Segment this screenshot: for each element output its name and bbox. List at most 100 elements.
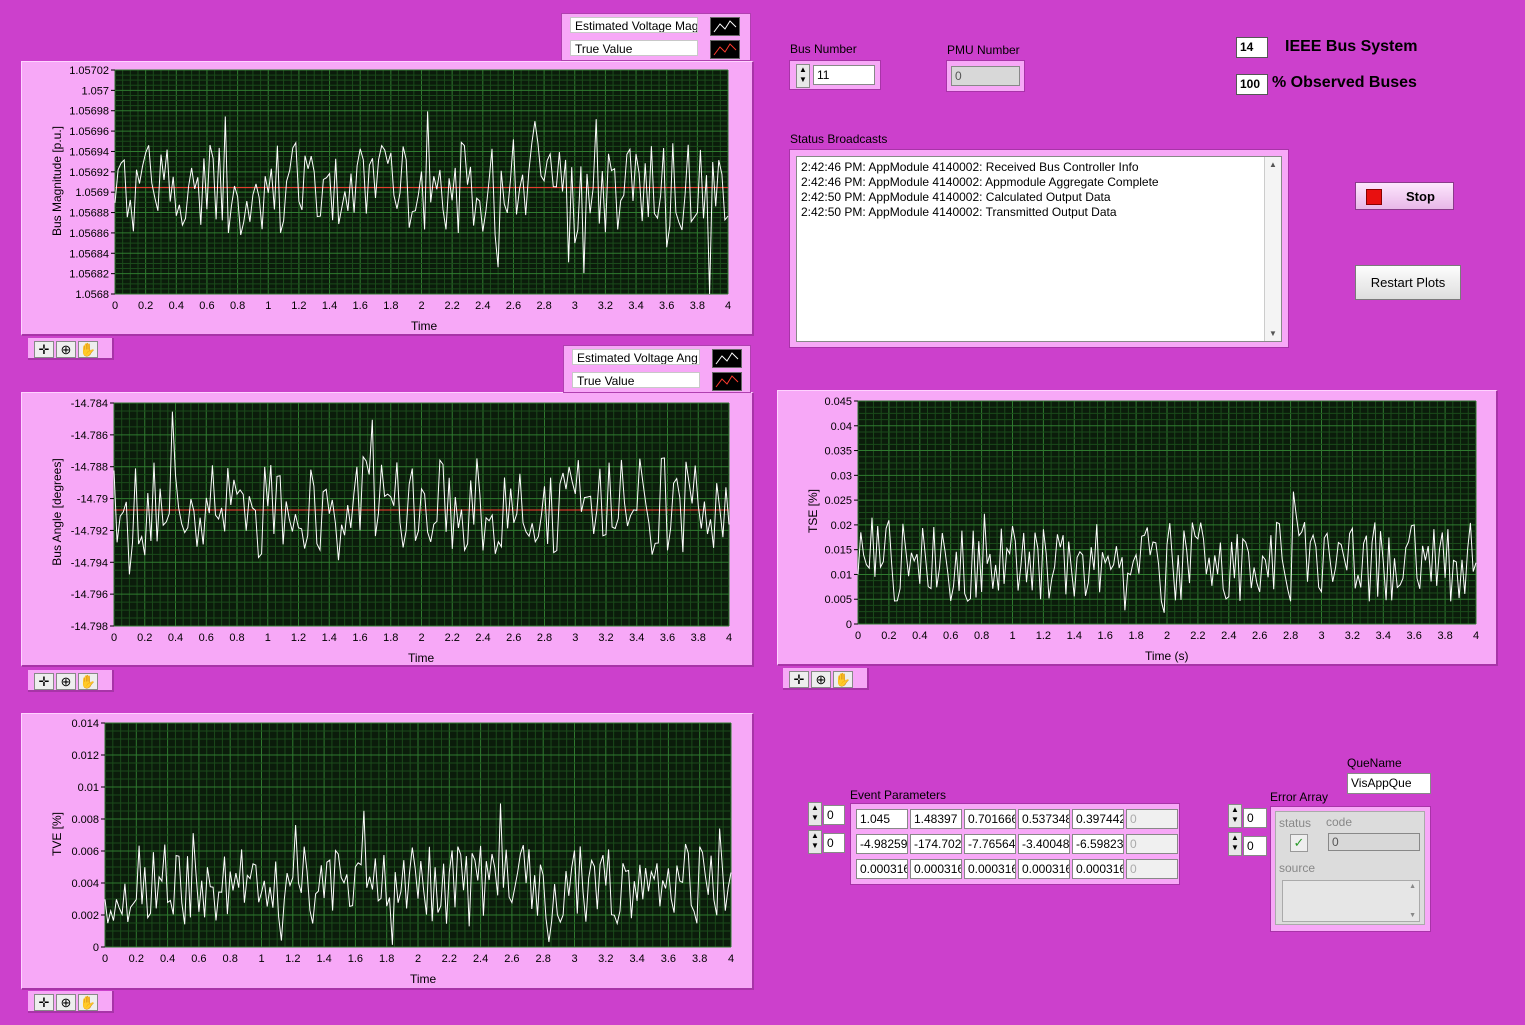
event-cell[interactable]: 1.48397 bbox=[910, 809, 962, 829]
event-cell[interactable]: -6.59823 bbox=[1072, 834, 1124, 854]
pan-tool-icon[interactable]: ✋ bbox=[78, 994, 98, 1011]
bus-number-spinner[interactable]: ▲ ▼ bbox=[796, 64, 810, 88]
x-tick-label: 0.6 bbox=[191, 953, 206, 965]
scroll-down-icon[interactable]: ▼ bbox=[1409, 912, 1416, 919]
x-tick-label: 0.6 bbox=[199, 300, 214, 312]
queue-name-input[interactable]: VisAppQue bbox=[1347, 773, 1431, 794]
x-tick-label: 3.4 bbox=[629, 632, 644, 644]
event-cell[interactable]: -174.702 bbox=[910, 834, 962, 854]
event-cell[interactable]: 0.000316 bbox=[1072, 859, 1124, 879]
error-source-text[interactable]: ▲ ▼ bbox=[1282, 880, 1420, 922]
estimated-trace bbox=[857, 491, 1477, 613]
event-cell[interactable]: 0.701666 bbox=[964, 809, 1016, 829]
event-row-index[interactable]: 0 bbox=[823, 805, 845, 825]
error-code-indicator: 0 bbox=[1328, 833, 1420, 851]
x-tick-label: 1.6 bbox=[1098, 630, 1113, 642]
graph-palette: ✛ ⊕ ✋ bbox=[28, 991, 114, 1013]
x-tick-label: 1.8 bbox=[383, 300, 398, 312]
estimated-trace bbox=[113, 411, 730, 575]
pan-tool-icon[interactable]: ✋ bbox=[78, 673, 98, 690]
event-cell[interactable]: 0.000316 bbox=[856, 859, 908, 879]
x-tick-label: 0.8 bbox=[223, 953, 238, 965]
y-tick-label: 1.057 bbox=[81, 85, 109, 97]
error-array-label: Error Array bbox=[1270, 790, 1329, 804]
y-tick-label: 0 bbox=[93, 942, 99, 954]
x-tick-label: 1.2 bbox=[291, 632, 306, 644]
error-index-b[interactable]: 0 bbox=[1243, 836, 1267, 856]
y-tick-label: 1.05692 bbox=[69, 167, 109, 179]
event-cell[interactable]: -7.76564 bbox=[964, 834, 1016, 854]
trace-swatch-icon[interactable] bbox=[712, 349, 742, 368]
x-tick-label: 3.8 bbox=[692, 953, 707, 965]
event-cell[interactable]: -3.40048 bbox=[1018, 834, 1070, 854]
scroll-up-icon[interactable]: ▲ bbox=[1409, 883, 1416, 890]
event-cell[interactable]: 0.000316 bbox=[910, 859, 962, 879]
y-tick-label: -14.794 bbox=[71, 557, 108, 569]
estimated-trace bbox=[114, 111, 729, 295]
error-index-a-spinner[interactable]: ▲ ▼ bbox=[1228, 804, 1242, 828]
event-row-index-spinner[interactable]: ▲ ▼ bbox=[808, 802, 822, 826]
event-col-index-spinner[interactable]: ▲ ▼ bbox=[808, 830, 822, 854]
x-tick-label: 2 bbox=[1164, 630, 1170, 642]
error-index-a[interactable]: 0 bbox=[1243, 808, 1267, 828]
x-axis-label: Time bbox=[411, 319, 438, 333]
cursor-tool-icon[interactable]: ✛ bbox=[789, 671, 809, 688]
y-tick-label: 0.004 bbox=[71, 878, 99, 890]
trace-swatch-icon[interactable] bbox=[710, 17, 740, 36]
event-cell[interactable]: 1.045 bbox=[856, 809, 908, 829]
x-tick-label: 2.2 bbox=[445, 632, 460, 644]
event-cell[interactable]: 0.397442 bbox=[1072, 809, 1124, 829]
trace-swatch-icon[interactable] bbox=[712, 372, 742, 391]
scroll-up-icon[interactable]: ▲ bbox=[1269, 160, 1277, 169]
x-tick-label: 1.2 bbox=[285, 953, 300, 965]
observed-buses-indicator: 100 bbox=[1236, 74, 1268, 95]
y-tick-label: -14.784 bbox=[71, 398, 108, 410]
y-tick-label: 0.02 bbox=[831, 520, 852, 532]
error-index-b-spinner[interactable]: ▲ ▼ bbox=[1228, 832, 1242, 856]
stop-button[interactable]: Stop bbox=[1355, 182, 1454, 210]
x-tick-label: 1 bbox=[258, 953, 264, 965]
event-cell[interactable]: 0 bbox=[1126, 859, 1178, 879]
ieee-bus-label: IEEE Bus System bbox=[1285, 38, 1418, 55]
y-tick-label: 0 bbox=[846, 619, 852, 631]
zoom-tool-icon[interactable]: ⊕ bbox=[56, 994, 76, 1011]
x-tick-label: 0.4 bbox=[169, 300, 184, 312]
x-tick-label: 3.8 bbox=[690, 300, 705, 312]
event-cell[interactable]: 0 bbox=[1126, 809, 1178, 829]
x-tick-label: 3.2 bbox=[598, 953, 613, 965]
grid-lines bbox=[104, 722, 732, 948]
event-cell[interactable]: -4.98259 bbox=[856, 834, 908, 854]
cursor-tool-icon[interactable]: ✛ bbox=[34, 673, 54, 690]
bus-number-input[interactable]: 11 bbox=[813, 65, 875, 85]
error-source-label: source bbox=[1279, 861, 1316, 875]
status-scrollbar[interactable]: ▲ ▼ bbox=[1264, 157, 1281, 341]
zoom-tool-icon[interactable]: ⊕ bbox=[811, 671, 831, 688]
cursor-tool-icon[interactable]: ✛ bbox=[34, 994, 54, 1011]
event-cell[interactable]: 0 bbox=[1126, 834, 1178, 854]
cursor-tool-icon[interactable]: ✛ bbox=[34, 341, 54, 358]
event-cell[interactable]: 0.000316 bbox=[1018, 859, 1070, 879]
status-broadcasts-text[interactable]: 2:42:46 PM: AppModule 4140002: Received … bbox=[796, 156, 1282, 342]
scroll-down-icon[interactable]: ▼ bbox=[1269, 329, 1277, 338]
status-line: 2:42:50 PM: AppModule 4140002: Calculate… bbox=[801, 190, 1111, 204]
x-tick-label: 1.6 bbox=[352, 632, 367, 644]
pan-tool-icon[interactable]: ✋ bbox=[833, 671, 853, 688]
zoom-tool-icon[interactable]: ⊕ bbox=[56, 673, 76, 690]
pan-tool-icon[interactable]: ✋ bbox=[78, 341, 98, 358]
x-tick-label: 2.4 bbox=[475, 632, 490, 644]
zoom-tool-icon[interactable]: ⊕ bbox=[56, 341, 76, 358]
x-tick-label: 2.2 bbox=[442, 953, 457, 965]
bus-angle-svg: -14.784 -14.786 -14.788 -14.79 -14.792 -14.79… bbox=[71, 398, 732, 644]
bus-number-control: ▲ ▼ 11 bbox=[789, 60, 881, 90]
x-tick-label: 3.2 bbox=[1345, 630, 1360, 642]
restart-plots-button[interactable]: Restart Plots bbox=[1355, 265, 1461, 300]
event-cell[interactable]: 0.537348 bbox=[1018, 809, 1070, 829]
trace-swatch-icon[interactable] bbox=[710, 40, 740, 59]
legend-label: True Value bbox=[572, 372, 700, 388]
x-tick-label: 2.8 bbox=[536, 300, 551, 312]
event-col-index[interactable]: 0 bbox=[823, 833, 845, 853]
event-cell[interactable]: 0.000316 bbox=[964, 859, 1016, 879]
status-line: 2:42:46 PM: AppModule 4140002: Received … bbox=[801, 160, 1139, 174]
estimated-trace bbox=[104, 803, 732, 945]
status-line: 2:42:46 PM: AppModule 4140002: Appmodule… bbox=[801, 175, 1159, 189]
